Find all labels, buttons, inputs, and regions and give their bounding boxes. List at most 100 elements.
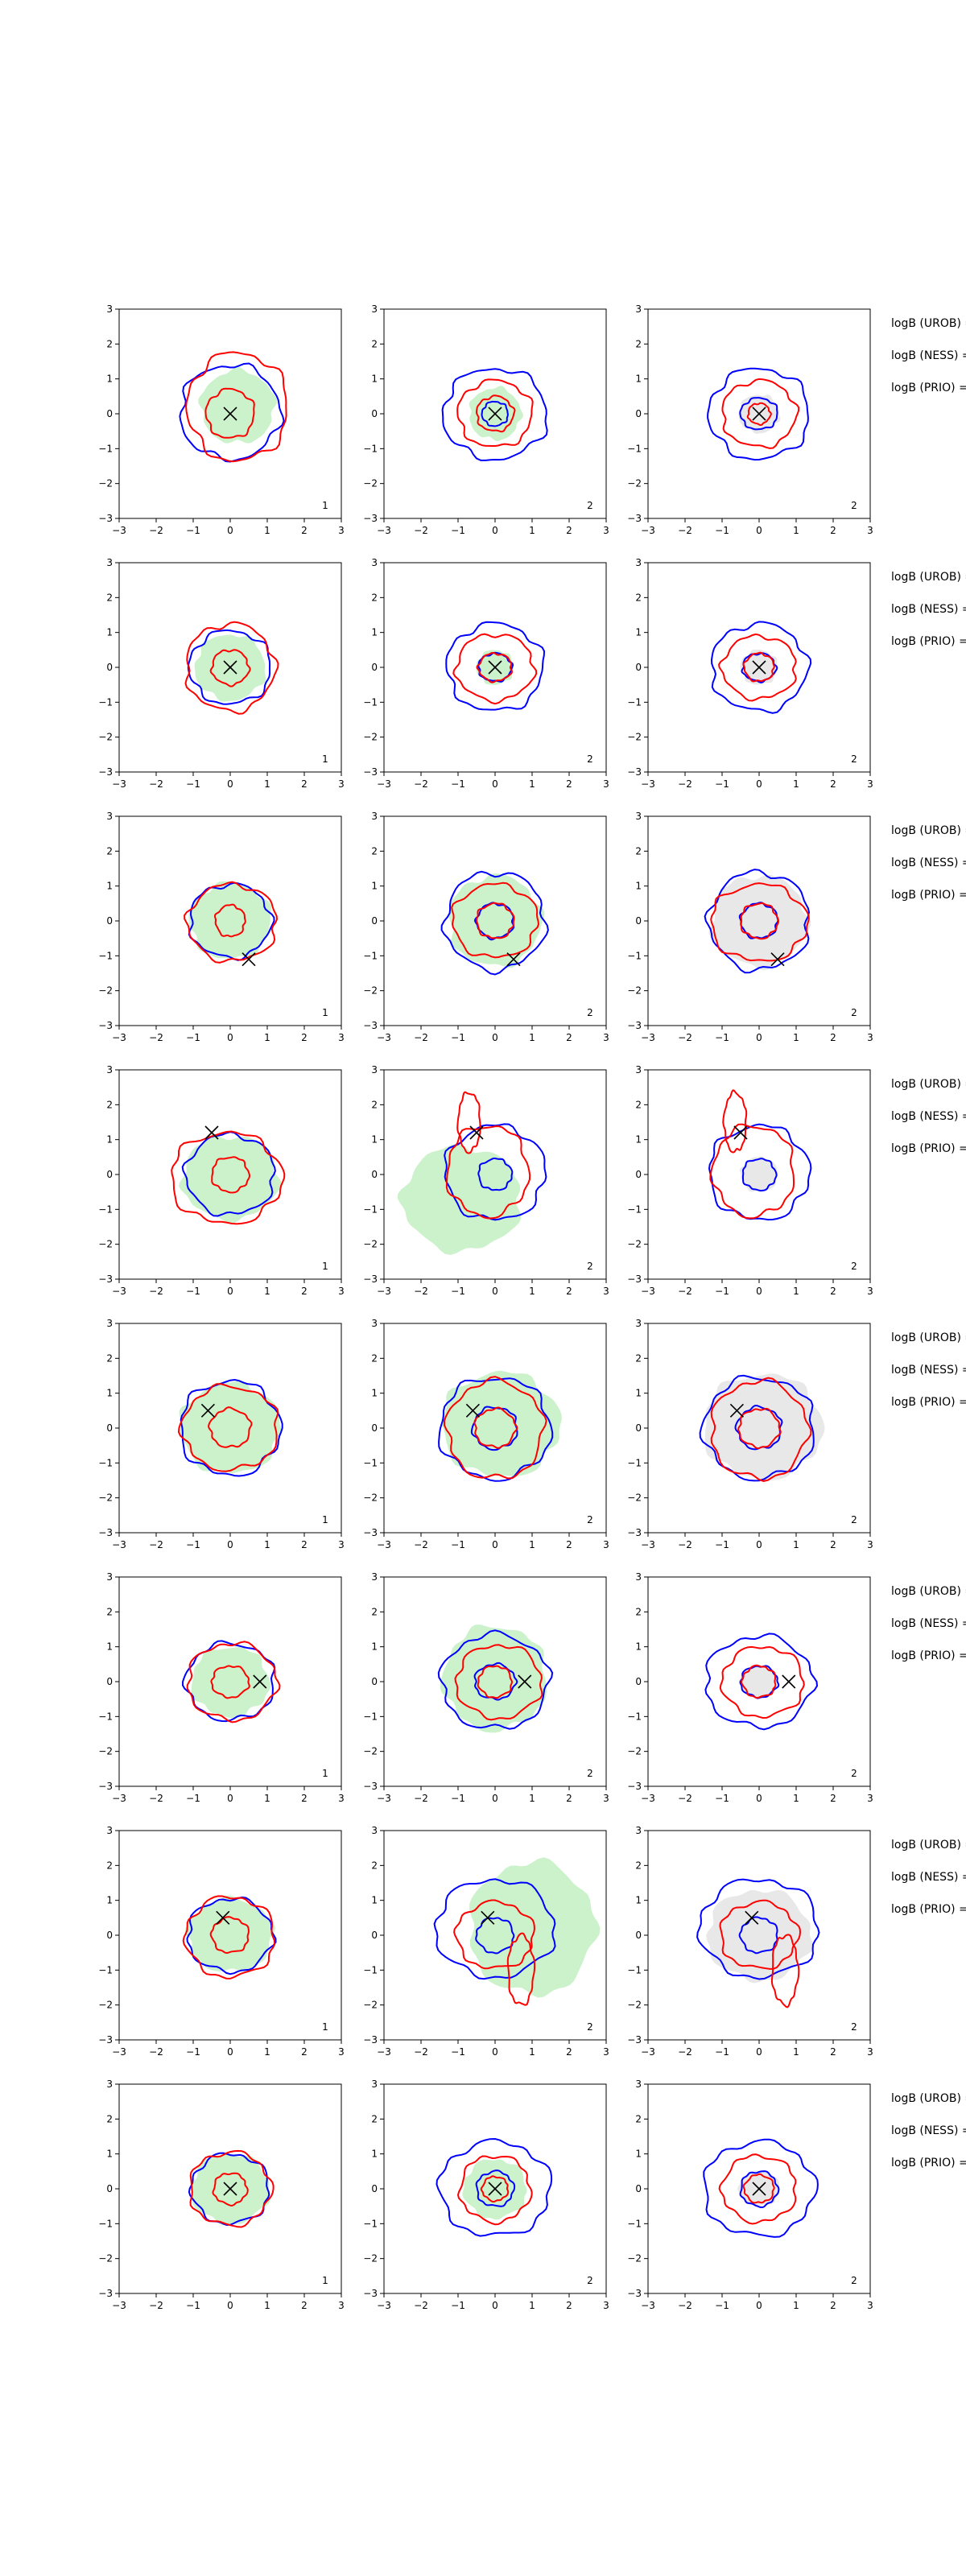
y-tick-label: 0 — [106, 1169, 113, 1180]
panel-r6-c2: −3−3 −2 −2 −1 −1 0 0 1 1 2 2 3 3 2 — [363, 1571, 609, 1804]
panel-label: 2 — [851, 2275, 857, 2286]
panel-r3-c3: −3−3 −2 −2 −1 −1 0 0 1 1 2 2 3 3 2 — [627, 811, 873, 1043]
target-marker — [481, 1910, 495, 1925]
target-marker — [752, 660, 766, 675]
contour-red — [209, 649, 251, 687]
target-marker — [518, 1674, 532, 1689]
y-tick-label: 2 — [106, 1606, 113, 1617]
y-tick-label: 2 — [106, 845, 113, 857]
y-tick-label: 0 — [635, 1676, 642, 1687]
y-tick-label: 2 — [371, 2113, 378, 2124]
y-tick-label: −2 — [363, 2000, 378, 2011]
x-tick-label: −3 — [641, 525, 655, 536]
logb-annotation: logB (UROB) = — [891, 1585, 966, 1598]
y-tick-label: 1 — [106, 627, 113, 638]
y-tick-label: 0 — [635, 1422, 642, 1434]
panel-label: 2 — [851, 753, 857, 765]
logb-annotation: logB (PRIO) = — [891, 889, 966, 902]
y-tick-label: 0 — [635, 662, 642, 673]
contour-red — [171, 1130, 286, 1225]
y-tick-label: −1 — [627, 1711, 642, 1722]
y-tick-label: −1 — [98, 1203, 113, 1215]
logb-annotation: logB (PRIO) = — [891, 1649, 966, 1662]
x-tick-label: 3 — [867, 1286, 873, 1297]
contour-blue — [704, 869, 811, 974]
contour-red — [721, 378, 800, 449]
contour-red — [213, 903, 246, 938]
y-tick-label: 1 — [371, 1388, 378, 1399]
target-marker — [216, 1910, 230, 1925]
x-tick-label: 1 — [264, 2046, 270, 2058]
y-tick-label: −1 — [627, 950, 642, 961]
y-tick-label: −3 — [363, 2288, 378, 2299]
logb-annotation: logB (UROB) = — [891, 317, 966, 330]
density-fill — [198, 366, 278, 444]
x-tick-label: −1 — [715, 1286, 729, 1297]
contour-red — [710, 882, 810, 962]
panel-label: 1 — [322, 2275, 328, 2286]
y-tick-label: 3 — [635, 1825, 642, 1836]
target-marker — [200, 1403, 215, 1418]
target-marker — [729, 1403, 744, 1418]
density-fill — [191, 1647, 271, 1719]
x-tick-label: −3 — [641, 778, 655, 790]
contour-red — [710, 1377, 812, 1482]
x-tick-label: 3 — [338, 778, 345, 790]
x-tick-label: −1 — [715, 1032, 729, 1043]
y-tick-label: 0 — [106, 662, 113, 673]
y-tick-label: −1 — [98, 2218, 113, 2229]
x-tick-label: 3 — [603, 525, 609, 536]
x-tick-label: 3 — [338, 1539, 345, 1550]
x-tick-label: 2 — [301, 2046, 308, 2058]
x-tick-label: −2 — [414, 1032, 428, 1043]
panel-label: 2 — [851, 1007, 857, 1018]
x-tick-label: 2 — [566, 2046, 572, 2058]
contour-blue — [739, 2170, 780, 2208]
y-tick-label: 3 — [371, 557, 378, 568]
y-tick-label: −3 — [627, 1527, 642, 1538]
y-tick-label: 2 — [635, 1606, 642, 1617]
x-tick-label: −1 — [451, 778, 465, 790]
y-tick-label: 0 — [106, 2183, 113, 2194]
y-tick-label: 1 — [635, 881, 642, 892]
contour-blue — [710, 621, 812, 714]
target-marker — [253, 1674, 267, 1689]
x-tick-label: 1 — [529, 1032, 535, 1043]
x-tick-label: −1 — [451, 1032, 465, 1043]
panel-label: 2 — [587, 753, 593, 765]
panel-label: 2 — [587, 1768, 593, 1779]
contour-blue — [707, 367, 809, 461]
logb-annotation: logB (NESS) = — [891, 603, 966, 616]
contour-blue — [475, 2169, 516, 2207]
y-tick-label: −2 — [363, 985, 378, 997]
logb-annotation: logB (PRIO) = — [891, 2157, 966, 2169]
x-tick-label: −2 — [678, 2046, 692, 2058]
x-tick-label: −3 — [112, 1539, 126, 1550]
target-marker — [770, 952, 785, 967]
contour-red — [456, 1091, 481, 1154]
contour-blue — [703, 2138, 819, 2238]
y-tick-label: 1 — [635, 374, 642, 385]
panel-r2-c1: −3−3 −2 −2 −1 −1 0 0 1 1 2 2 3 3 1 — [98, 557, 345, 790]
y-tick-label: 1 — [635, 2149, 642, 2160]
y-tick-label: 3 — [371, 1318, 378, 1329]
x-tick-label: 2 — [301, 778, 308, 790]
x-tick-label: 3 — [867, 2300, 873, 2311]
contour-blue — [475, 1917, 515, 1955]
x-tick-label: −2 — [678, 1286, 692, 1297]
panel-label: 2 — [587, 2275, 593, 2286]
x-tick-label: 1 — [793, 1539, 799, 1550]
x-tick-label: −1 — [186, 1793, 200, 1804]
x-tick-label: −3 — [377, 1793, 391, 1804]
x-tick-label: −2 — [678, 2300, 692, 2311]
panel-label: 2 — [587, 1261, 593, 1272]
contour-red — [709, 1123, 795, 1220]
x-tick-label: 3 — [338, 1793, 345, 1804]
y-tick-label: 2 — [635, 338, 642, 349]
y-tick-label: 0 — [635, 2183, 642, 2194]
contour-red — [742, 2173, 775, 2204]
x-tick-label: −2 — [414, 2300, 428, 2311]
x-tick-label: 2 — [301, 1032, 308, 1043]
panel-r1-c1: −3−3 −2 −2 −1 −1 0 0 1 1 2 2 3 3 1 — [98, 303, 345, 536]
y-tick-label: 3 — [635, 557, 642, 568]
